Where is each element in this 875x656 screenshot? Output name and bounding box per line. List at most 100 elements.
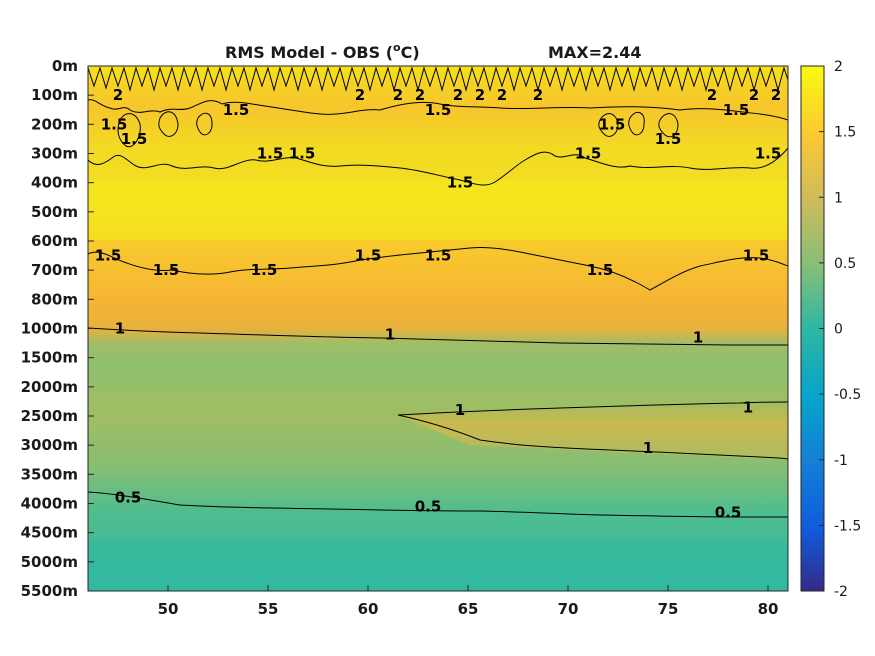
x-tick-label: 75 [658, 600, 679, 618]
y-axis: 0m 100m 200m 300m 400m 500m 600m 700m 800m 1000m 1… [21, 57, 94, 600]
y-tick-label: 3000m [21, 436, 78, 454]
x-tick-label: 50 [158, 600, 179, 618]
colorbar-tick-label: -0.5 [834, 387, 861, 403]
chart-max-label: MAX=2.44 [548, 43, 642, 62]
y-tick-label: 4500m [21, 524, 78, 542]
contour-label: 1.5 [425, 101, 452, 119]
chart-title-main: RMS Model - OBS ( [225, 43, 393, 62]
x-tick-label: 55 [258, 600, 279, 618]
contour-label: 1.5 [289, 145, 316, 163]
contour-label: 2 [415, 86, 425, 104]
contour-label: 1 [743, 398, 753, 416]
contour-label: 1.5 [575, 145, 602, 163]
contour-label: 1 [643, 439, 653, 457]
contour-label: 2 [453, 86, 463, 104]
colorbar-tick-label: 1 [834, 190, 843, 206]
contour-label: 1.5 [101, 115, 128, 133]
contour-label: 2 [497, 86, 507, 104]
contour-label: 1 [385, 325, 395, 343]
contour-line-2-upper [88, 66, 788, 92]
y-tick-label: 100m [31, 86, 78, 104]
y-tick-label: 5000m [21, 553, 78, 571]
heatmap-bottom-band [88, 540, 788, 591]
y-tick-label: 2000m [21, 378, 78, 396]
x-axis: 50 55 60 65 70 75 80 [158, 585, 779, 618]
contour-label: 1.5 [599, 115, 626, 133]
contour-label: 1.5 [655, 130, 682, 148]
contour-line-1p5-loops [117, 111, 679, 148]
chart-title-degree: o [393, 41, 401, 54]
contour-label: 1.5 [743, 247, 770, 265]
contour-line-1p5-lower [88, 147, 788, 186]
contour-label: 2 [707, 86, 717, 104]
contour-label: 2 [475, 86, 485, 104]
contour-line-0p5 [88, 491, 788, 518]
y-tick-label: 300m [31, 145, 78, 163]
contour-label: 1 [693, 328, 703, 346]
heatmap-deep-warm-wedge [398, 400, 788, 460]
colorbar-tick-label: 0 [834, 322, 843, 338]
contour-label: 0.5 [415, 497, 442, 515]
contour-label: 2 [393, 86, 403, 104]
contour-label: 0.5 [715, 503, 742, 521]
contour-label: 0.5 [115, 489, 142, 507]
contour-label: 1.5 [121, 130, 148, 148]
colorbar-tick-label: -1.5 [834, 518, 861, 534]
colorbar-ticks: 2 1.5 1 0.5 0 -0.5 -1 -1.5 -2 [819, 59, 861, 600]
y-tick-label: 500m [31, 203, 78, 221]
colorbar-tick-label: -2 [834, 584, 848, 600]
contour-label: 2 [533, 86, 543, 104]
x-tick-label: 65 [458, 600, 479, 618]
contour-label: 1.5 [257, 145, 284, 163]
y-tick-label: 600m [31, 232, 78, 250]
heatmap-core-band [88, 180, 788, 240]
plot-area: 2 2 2 2 2 2 2 2 2 2 21.51.51.51.5 1.51.51.51.51.51.… [88, 66, 788, 591]
contour-label: 1.5 [447, 174, 474, 192]
contour-label: 1 [115, 320, 125, 338]
contour-label: 1.5 [723, 101, 750, 119]
contour-label: 2 [355, 86, 365, 104]
contour-line-1p5-deep [88, 247, 788, 291]
y-tick-label: 400m [31, 174, 78, 192]
y-tick-label: 700m [31, 261, 78, 279]
y-tick-label: 2500m [21, 407, 78, 425]
contour-line-1p5-upper [88, 99, 788, 121]
colorbar-tick-label: 2 [834, 59, 843, 75]
contour-line-1-upper [88, 327, 788, 346]
contour-label: 1.5 [755, 145, 782, 163]
colorbar-tick-label: 0.5 [834, 256, 856, 272]
y-tick-label: 0m [52, 57, 78, 75]
contour-labels: 2 2 2 2 2 2 2 2 2 2 21.51.51.51.5 1.51.51.51.51.51.… [95, 86, 782, 521]
y-tick-label: 200m [31, 115, 78, 133]
y-tick-label: 1000m [21, 320, 78, 338]
contour-label: 1.5 [95, 247, 122, 265]
chart-title: RMS Model - OBS (oC) [225, 41, 420, 62]
y-tick-label: 1500m [21, 349, 78, 367]
y-tick-label: 800m [31, 290, 78, 308]
chart-title-unit: C) [401, 43, 420, 62]
contour-lines [88, 66, 788, 518]
y-tick-label: 3500m [21, 465, 78, 483]
contour-label: 1.5 [587, 261, 614, 279]
x-tick-label: 60 [358, 600, 379, 618]
contour-label: 1.5 [425, 247, 452, 265]
contour-label: 1.5 [355, 247, 382, 265]
contour-label: 1.5 [251, 261, 278, 279]
colorbar: 2 1.5 1 0.5 0 -0.5 -1 -1.5 -2 [800, 59, 861, 600]
y-tick-label: 4000m [21, 495, 78, 513]
y-tick-label: 5500m [21, 582, 78, 600]
colorbar-tick-label: -1 [834, 453, 848, 469]
heatmap-field [88, 66, 788, 591]
x-tick-label: 70 [558, 600, 579, 618]
x-tick-label: 80 [758, 600, 779, 618]
contour-label: 2 [771, 86, 781, 104]
contour-line-1-deep-lower [397, 414, 788, 460]
contour-label: 2 [749, 86, 759, 104]
contour-label: 1.5 [153, 261, 180, 279]
contour-line-1-deep-upper [397, 401, 788, 416]
contour-label: 1 [455, 401, 465, 419]
colorbar-tick-label: 1.5 [834, 125, 856, 141]
contour-label: 2 [113, 86, 123, 104]
contour-label: 1.5 [223, 101, 250, 119]
